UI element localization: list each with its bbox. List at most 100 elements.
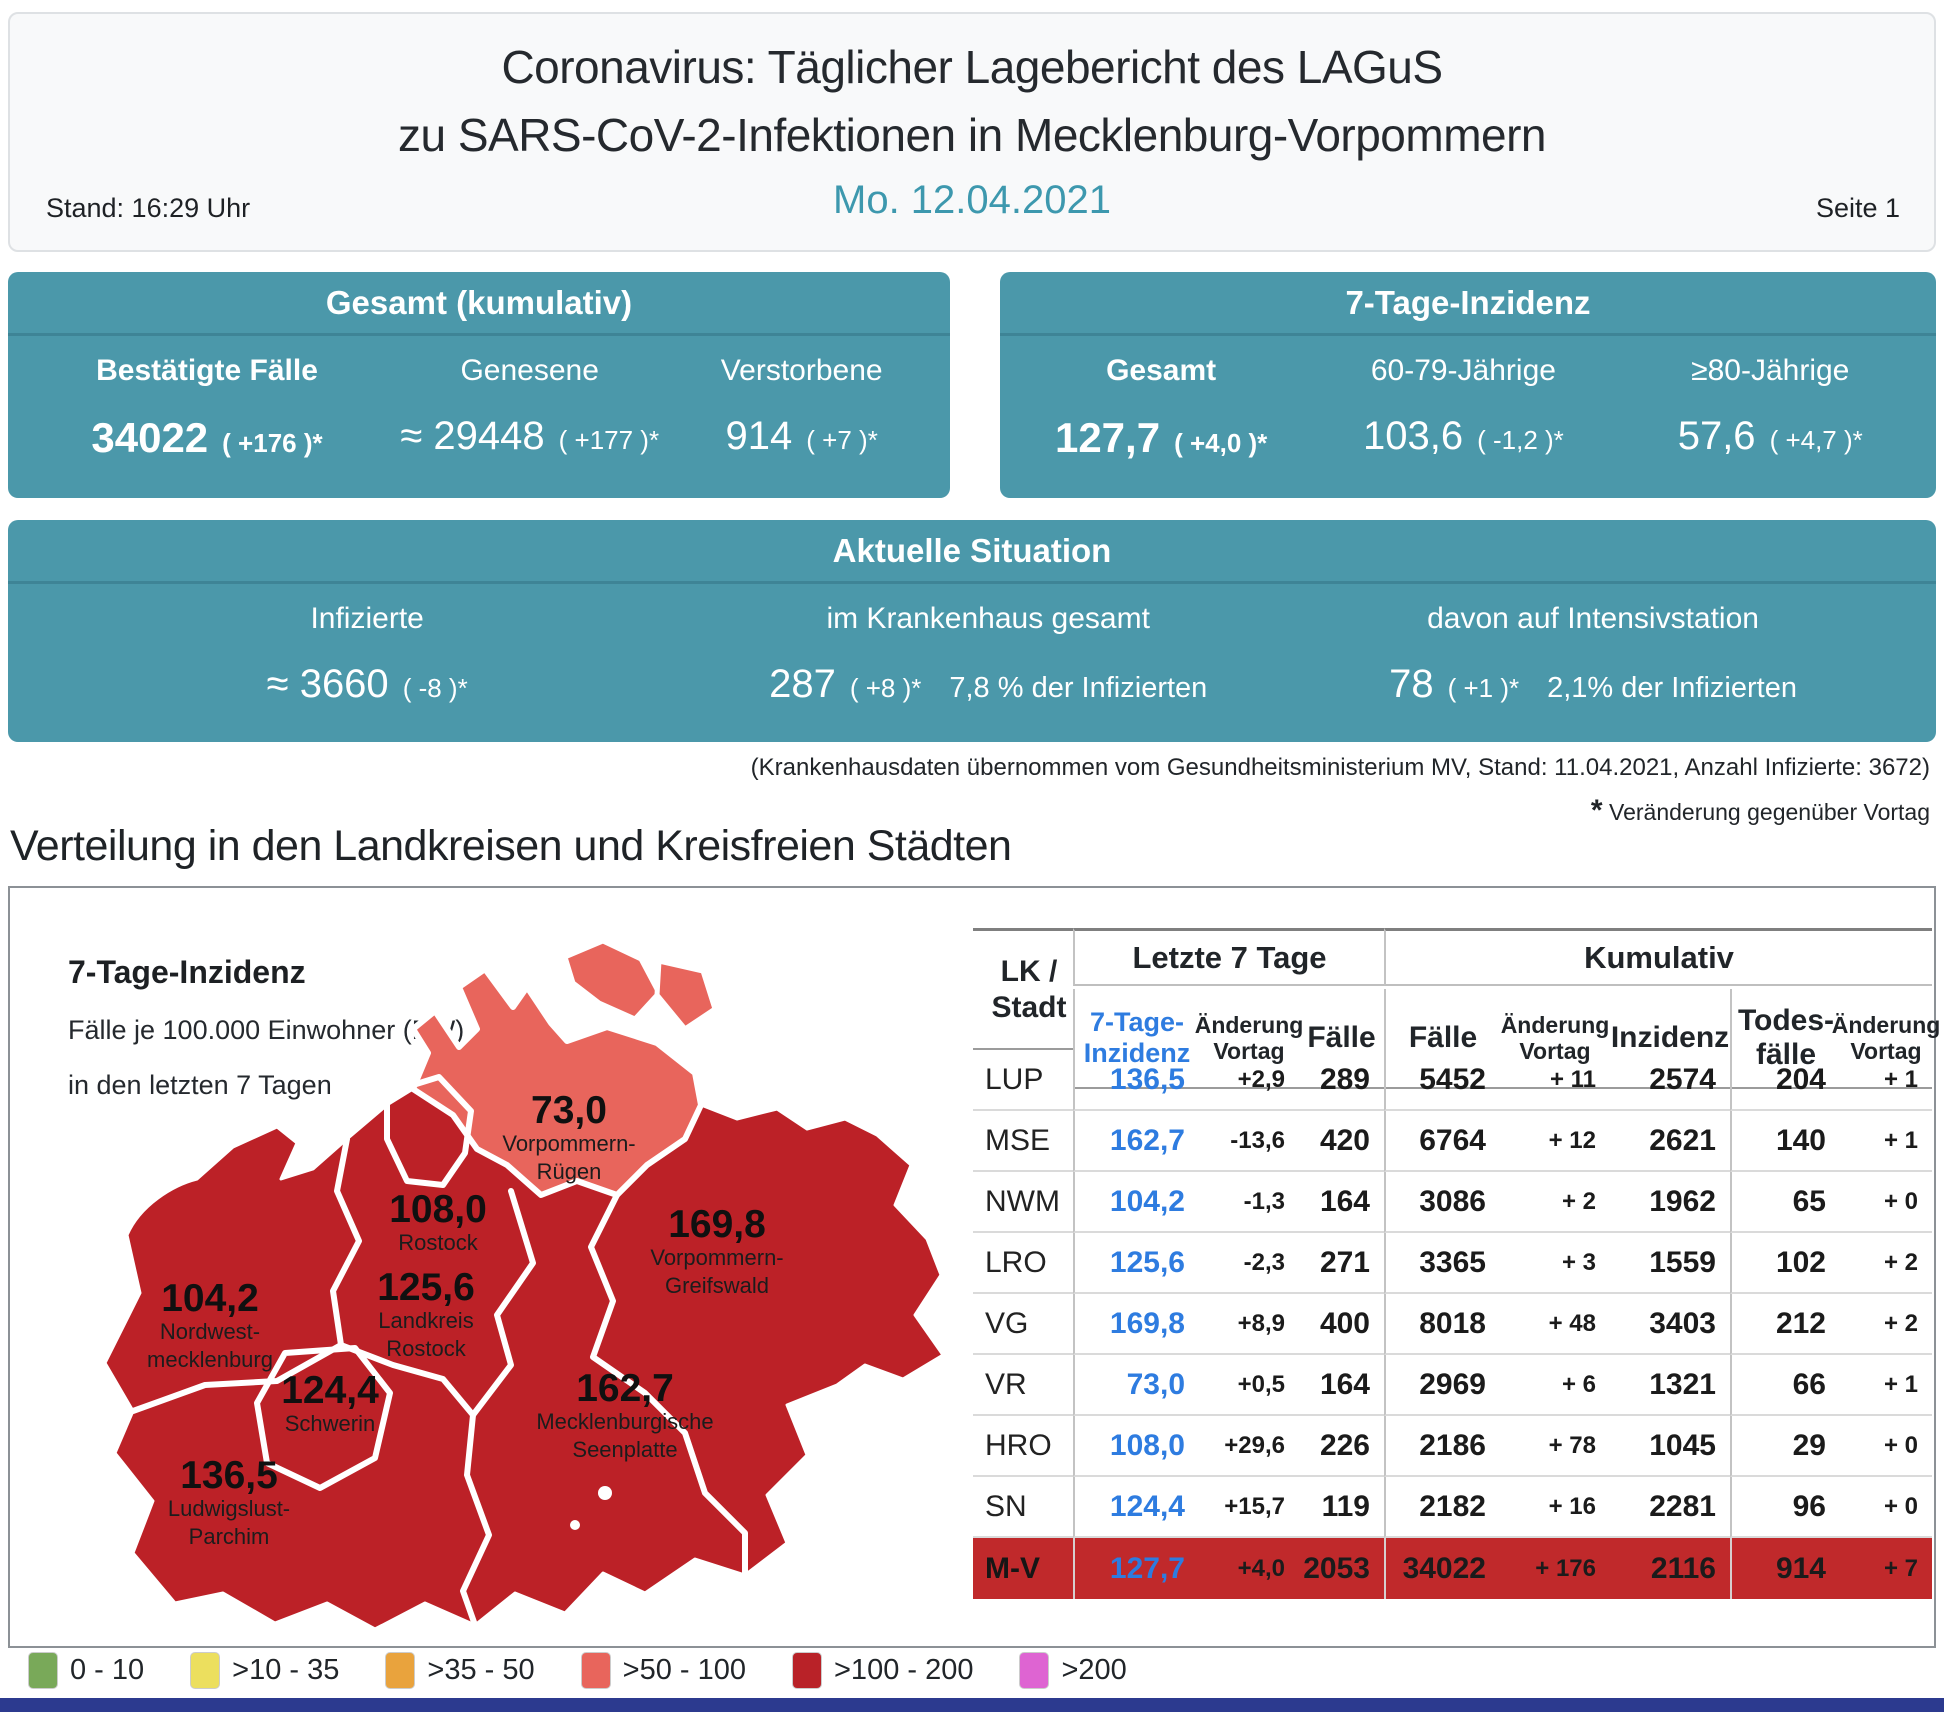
district-table: LK / Stadt Letzte 7 Tage Kumulativ 7-Tag… bbox=[973, 928, 1940, 1599]
table-cell-inzidenz-kum: 2281 bbox=[1610, 1477, 1730, 1538]
table-cell-inzidenz-aenderung: -1,3 bbox=[1199, 1172, 1299, 1233]
map-border-nwm-south bbox=[130, 1342, 344, 1414]
table-cell-faelle-aenderung: + 78 bbox=[1500, 1416, 1610, 1477]
table-cell-todesfaelle-aenderung: + 1 bbox=[1840, 1111, 1932, 1172]
table-cell-inzidenz-kum: 1045 bbox=[1610, 1416, 1730, 1477]
stat-change: ( -8 )* bbox=[402, 673, 468, 703]
table-cell-faelle-7t: 226 bbox=[1299, 1416, 1384, 1477]
table-cell-inzidenz-aenderung: +4,0 bbox=[1199, 1538, 1299, 1599]
distribution-panel: 7-Tage-Inzidenz Fälle je 100.000 Einwohn… bbox=[8, 886, 1940, 1648]
stat-share-of-infected: 7,8 % der Infizierten bbox=[949, 672, 1208, 704]
legend-item-50-100: >50 - 100 bbox=[580, 1652, 746, 1689]
table-cell-todesfaelle-aenderung: + 2 bbox=[1840, 1294, 1932, 1355]
table-cell-faelle-aenderung: + 48 bbox=[1500, 1294, 1610, 1355]
table-cell-7t-inzidenz: 162,7 bbox=[1073, 1111, 1199, 1172]
table-cell-faelle-kum: 8018 bbox=[1384, 1294, 1500, 1355]
table-cell-district-code: SN bbox=[973, 1477, 1073, 1538]
card-aktuell-title: Aktuelle Situation bbox=[8, 520, 1936, 584]
card-7-tage-inzidenz: 7-Tage-Inzidenz Gesamt 127,7( +4,0 )* 60… bbox=[1000, 272, 1936, 498]
table-cell-7t-inzidenz: 104,2 bbox=[1073, 1172, 1199, 1233]
table-cell-todesfaelle: 102 bbox=[1730, 1233, 1840, 1294]
stat-value: ≈ 29448 bbox=[400, 414, 545, 458]
table-cell-inzidenz-aenderung: -13,6 bbox=[1199, 1111, 1299, 1172]
table-cell-todesfaelle-aenderung: + 0 bbox=[1840, 1477, 1932, 1538]
stat-change: ( +176 )* bbox=[222, 428, 323, 458]
table-cell-faelle-7t: 164 bbox=[1299, 1355, 1384, 1416]
stat-share-of-infected: 2,1% der Infizierten bbox=[1547, 672, 1797, 704]
table-cell-7t-inzidenz: 108,0 bbox=[1073, 1416, 1199, 1477]
table-cell-inzidenz-aenderung: +15,7 bbox=[1199, 1477, 1299, 1538]
stat-infizierte: Infizierte ≈ 3660( -8 )* bbox=[266, 602, 468, 706]
table-cell-inzidenz-kum: 2116 bbox=[1610, 1538, 1730, 1599]
legend-swatch-orange bbox=[385, 1652, 416, 1689]
table-cell-faelle-kum: 6764 bbox=[1384, 1111, 1500, 1172]
table-cell-faelle-7t: 119 bbox=[1299, 1477, 1384, 1538]
stat-verstorbene: Verstorbene 914( +7 )* bbox=[720, 354, 883, 458]
table-cell-faelle-kum: 5452 bbox=[1384, 1050, 1500, 1111]
table-cell-inzidenz-kum: 1321 bbox=[1610, 1355, 1730, 1416]
table-cell-inzidenz-kum: 2621 bbox=[1610, 1111, 1730, 1172]
stat-genesene: Genesene ≈ 29448( +177 )* bbox=[400, 354, 660, 458]
table-group-letzte-7-tage: Letzte 7 Tage bbox=[1073, 928, 1384, 986]
table-cell-district-code: MSE bbox=[973, 1111, 1073, 1172]
stat-krankenhaus: im Krankenhaus gesamt 287( +8 )* 7,8 % de… bbox=[769, 602, 1208, 706]
legend-swatch-darkred bbox=[792, 1652, 822, 1689]
table-cell-inzidenz-aenderung: +2,9 bbox=[1199, 1050, 1299, 1111]
table-cell-faelle-aenderung: + 12 bbox=[1500, 1111, 1610, 1172]
table-cell-faelle-7t: 271 bbox=[1299, 1233, 1384, 1294]
stat-bestaetigte-faelle: Bestätigte Fälle 34022( +176 )* bbox=[91, 354, 323, 461]
map-region-vorpommern-ruegen bbox=[410, 966, 704, 1198]
map-island-ruegen-west bbox=[562, 938, 662, 1022]
legend-item-0-10: 0 - 10 bbox=[28, 1652, 144, 1689]
table-cell-faelle-7t: 289 bbox=[1299, 1050, 1384, 1111]
map-border-lro-mse bbox=[470, 1188, 536, 1418]
map-border-rostock-city bbox=[384, 1074, 474, 1188]
table-cell-inzidenz-aenderung: +29,6 bbox=[1199, 1416, 1299, 1477]
choropleth-legend: 0 - 10 >10 - 35 >35 - 50 >50 - 100 >100 … bbox=[28, 1652, 1127, 1689]
table-cell-faelle-kum: 3365 bbox=[1384, 1233, 1500, 1294]
table-cell-faelle-kum: 2969 bbox=[1384, 1355, 1500, 1416]
table-cell-faelle-7t: 2053 bbox=[1299, 1538, 1384, 1599]
report-title-line1: Coronavirus: Täglicher Lagebericht des L… bbox=[501, 41, 1443, 93]
card-gesamt-kumulativ: Gesamt (kumulativ) Bestätigte Fälle 3402… bbox=[8, 272, 950, 498]
table-cell-faelle-aenderung: + 176 bbox=[1500, 1538, 1610, 1599]
stat-change: ( +7 )* bbox=[806, 425, 878, 455]
table-cell-7t-inzidenz: 127,7 bbox=[1073, 1538, 1199, 1599]
map-key-sub1: Fälle je 100.000 Einwohner (EW) bbox=[68, 1015, 465, 1045]
table-cell-faelle-7t: 400 bbox=[1299, 1294, 1384, 1355]
report-stand-time: Stand: 16:29 Uhr bbox=[46, 193, 251, 223]
stat-value: 78 bbox=[1389, 662, 1434, 706]
table-cell-faelle-aenderung: + 16 bbox=[1500, 1477, 1610, 1538]
stat-change: ( -1,2 )* bbox=[1477, 425, 1564, 455]
card-inzidenz-title: 7-Tage-Inzidenz bbox=[1000, 272, 1936, 336]
table-cell-district-code: HRO bbox=[973, 1416, 1073, 1477]
section-title: Verteilung in den Landkreisen und Kreisf… bbox=[10, 822, 1012, 870]
table-cell-district-code: VR bbox=[973, 1355, 1073, 1416]
legend-swatch-yellow bbox=[190, 1652, 221, 1689]
map-border-mse-vg bbox=[588, 1192, 748, 1578]
table-cell-7t-inzidenz: 169,8 bbox=[1073, 1294, 1199, 1355]
table-cell-inzidenz-kum: 3403 bbox=[1610, 1294, 1730, 1355]
map-key-title: 7-Tage-Inzidenz bbox=[68, 954, 306, 990]
table-header-inzidenz-kum: Inzidenz bbox=[1610, 989, 1730, 1089]
table-header-faelle-kum: Fälle bbox=[1384, 989, 1500, 1089]
stat-inzidenz-gesamt: Gesamt 127,7( +4,0 )* bbox=[1054, 354, 1268, 461]
table-cell-inzidenz-kum: 1559 bbox=[1610, 1233, 1730, 1294]
stat-value: 34022 bbox=[91, 414, 209, 461]
table-cell-todesfaelle-aenderung: + 2 bbox=[1840, 1233, 1932, 1294]
table-cell-faelle-kum: 2186 bbox=[1384, 1416, 1500, 1477]
table-cell-district-code: LRO bbox=[973, 1233, 1073, 1294]
report-date: Mo. 12.04.2021 bbox=[833, 178, 1111, 222]
table-cell-7t-inzidenz: 125,6 bbox=[1073, 1233, 1199, 1294]
table-cell-inzidenz-aenderung: +8,9 bbox=[1199, 1294, 1299, 1355]
table-group-kumulativ: Kumulativ bbox=[1384, 928, 1932, 986]
report-title-line2: zu SARS-CoV-2-Infektionen in Mecklenburg… bbox=[397, 109, 1547, 161]
bottom-navy-bar bbox=[0, 1698, 1944, 1712]
map-border-lup-lro bbox=[338, 1342, 476, 1418]
table-header-lk-stadt: LK / Stadt bbox=[973, 928, 1073, 1050]
stat-value: 287 bbox=[769, 662, 836, 706]
map-lake bbox=[570, 1520, 580, 1530]
stat-value: 127,7 bbox=[1054, 414, 1161, 461]
table-header-aenderung-vortag: Änderung Vortag bbox=[1500, 989, 1610, 1089]
stat-change: ( +177 )* bbox=[558, 425, 660, 455]
